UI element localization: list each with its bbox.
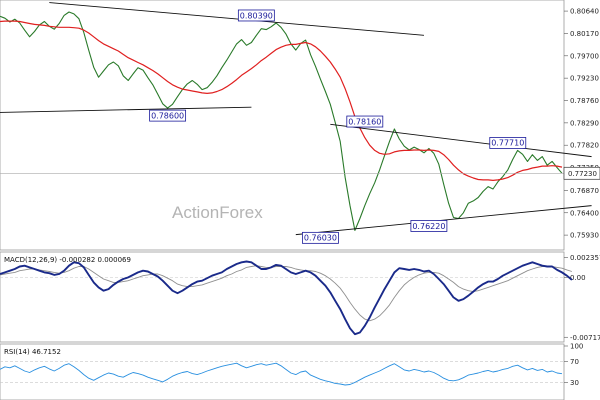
price-annotation-box-2 (346, 115, 384, 128)
rsi-y-axis: 100 70 30 (564, 343, 583, 387)
current-price-layer: 0.77230 (0, 166, 600, 180)
main-y-tick-label-0: 0.80640 (570, 8, 599, 16)
main-y-tick-label-6: 0.77820 (570, 142, 599, 150)
main-series-layer (0, 11, 563, 231)
price-line (0, 11, 563, 231)
macd-series-layer (0, 260, 573, 336)
price-annotation-box-3 (489, 137, 527, 149)
main-y-tick-label-3: 0.79230 (570, 75, 599, 83)
rsi-y-tick-label-1: 70 (570, 358, 579, 366)
macd-panel-frame (0, 251, 565, 343)
price-annotation-layer: 0.80390 0.78600 0.78160 0.77710 0.76030 0.762… (149, 9, 527, 244)
main-y-tick-label-4: 0.78760 (570, 97, 599, 105)
main-y-tick-label-10: 0.75930 (570, 232, 599, 240)
macd-signal-line (0, 265, 573, 322)
rsi-series-layer (0, 361, 564, 386)
macd-y-tick-label-1: 0.00 (570, 274, 586, 282)
macd-y-tick-label-2: -0.007172 (570, 334, 600, 342)
macd-label: MACD(12,26,9) -0.000282 0.000069 (4, 256, 131, 264)
current-price-label: 0.77230 (568, 170, 597, 178)
rsi-y-tick-label-0: 100 (570, 343, 583, 351)
price-annotation-box-0 (237, 9, 275, 22)
rsi-line (0, 362, 563, 386)
watermark-text: ActionForex (172, 203, 263, 222)
main-y-tick-label-9: 0.76400 (570, 209, 599, 217)
price-annotation-1: 0.78600 (151, 111, 184, 120)
trendline-0 (49, 2, 425, 36)
main-y-tick-label-2: 0.79700 (570, 52, 599, 60)
price-annotation-box-1 (149, 109, 187, 122)
price-annotation-5: 0.76220 (412, 222, 445, 231)
main-y-tick-label-1: 0.80170 (570, 30, 599, 38)
trendline-1 (0, 106, 252, 113)
main-panel-frame (0, 0, 565, 251)
price-annotation-3: 0.77710 (491, 139, 524, 148)
macd-y-axis: 0.002357 0.00 -0.007172 (564, 254, 600, 342)
trendline-3 (330, 123, 592, 158)
rsi-label: RSI(14) 46.7152 (4, 348, 61, 356)
price-annotation-box-5 (410, 220, 448, 232)
main-y-tick-label-8: 0.76870 (570, 187, 599, 195)
rsi-panel-frame (0, 343, 565, 400)
price-annotation-box-4 (302, 231, 339, 244)
macd-line (0, 260, 573, 336)
current-price-box (563, 166, 600, 180)
price-annotation-0: 0.80390 (240, 11, 273, 20)
price-annotation-4: 0.76030 (304, 234, 337, 243)
macd-y-tick-label-0: 0.002357 (570, 254, 600, 262)
moving-average-line (0, 20, 563, 181)
main-y-tick-label-5: 0.78290 (570, 119, 599, 127)
rsi-y-tick-label-2: 30 (570, 379, 579, 387)
price-annotation-2: 0.78160 (348, 117, 381, 126)
